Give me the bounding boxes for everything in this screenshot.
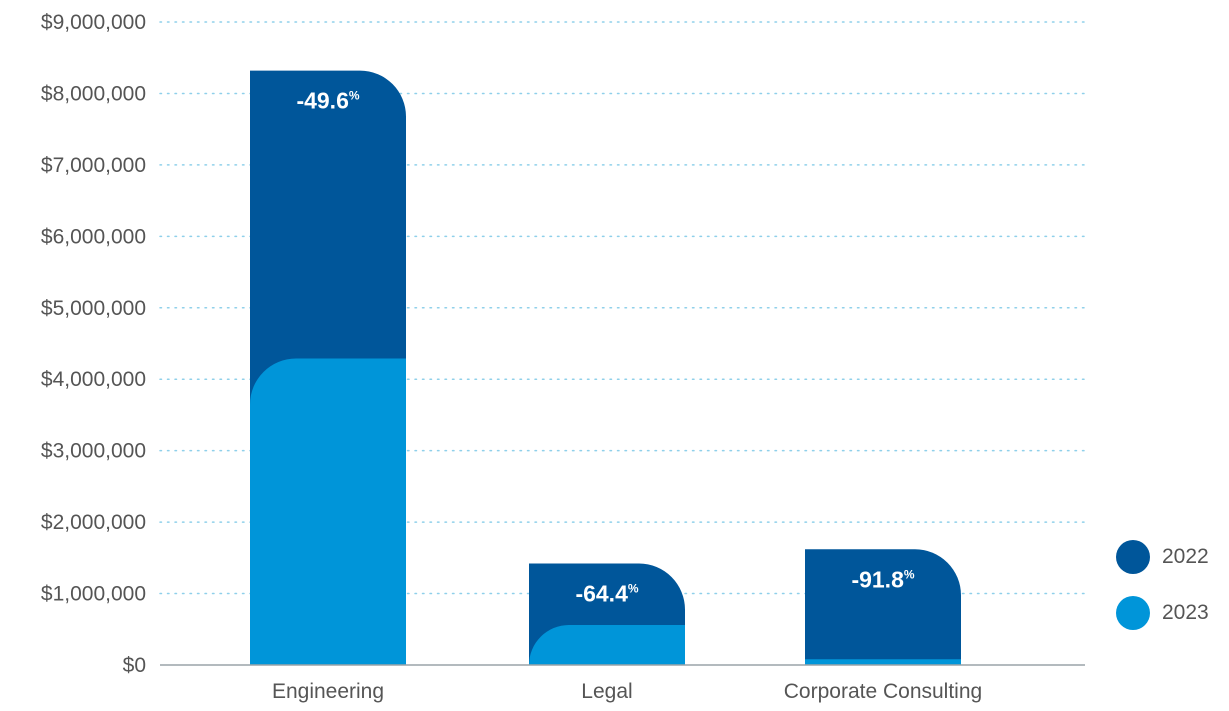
change-label: -64.4% — [575, 581, 638, 607]
y-tick-label: $2,000,000 — [41, 511, 146, 534]
bar-2023-corporate-consulting — [805, 659, 961, 665]
legend-label-2022: 2022 — [1162, 545, 1209, 568]
y-tick-label: $4,000,000 — [41, 368, 146, 391]
legend-swatch-2022 — [1116, 540, 1150, 574]
legend-item-2022: 2022 — [1116, 540, 1209, 574]
bar-2023-engineering — [250, 358, 406, 665]
y-tick-label: $8,000,000 — [41, 82, 146, 105]
legend-swatch-2023 — [1116, 596, 1150, 630]
x-axis-category-labels: Engineering Legal Corporate Consulting — [272, 680, 982, 703]
change-label: -49.6% — [296, 88, 359, 114]
legend-item-2023: 2023 — [1116, 596, 1209, 630]
y-tick-label: $3,000,000 — [41, 440, 146, 463]
y-tick-label: $6,000,000 — [41, 225, 146, 248]
y-tick-label: $5,000,000 — [41, 297, 146, 320]
bars: -49.6% -64.4% -91.8% — [250, 70, 961, 666]
x-category-label: Corporate Consulting — [784, 680, 982, 703]
x-category-label: Engineering — [272, 680, 384, 703]
y-tick-label: $0 — [123, 654, 146, 677]
y-axis-tick-labels: $0 $1,000,000 $2,000,000 $3,000,000 $4,000,0… — [41, 11, 146, 677]
legend: 2022 2023 — [1116, 540, 1209, 652]
y-tick-label: $1,000,000 — [41, 583, 146, 606]
legend-label-2023: 2023 — [1162, 601, 1209, 624]
change-label: -91.8% — [851, 566, 914, 592]
bar-2022-corporate-consulting — [805, 549, 961, 665]
y-tick-label: $9,000,000 — [41, 11, 146, 34]
y-tick-label: $7,000,000 — [41, 154, 146, 177]
x-category-label: Legal — [581, 680, 632, 703]
bar-2023-legal — [529, 624, 685, 665]
